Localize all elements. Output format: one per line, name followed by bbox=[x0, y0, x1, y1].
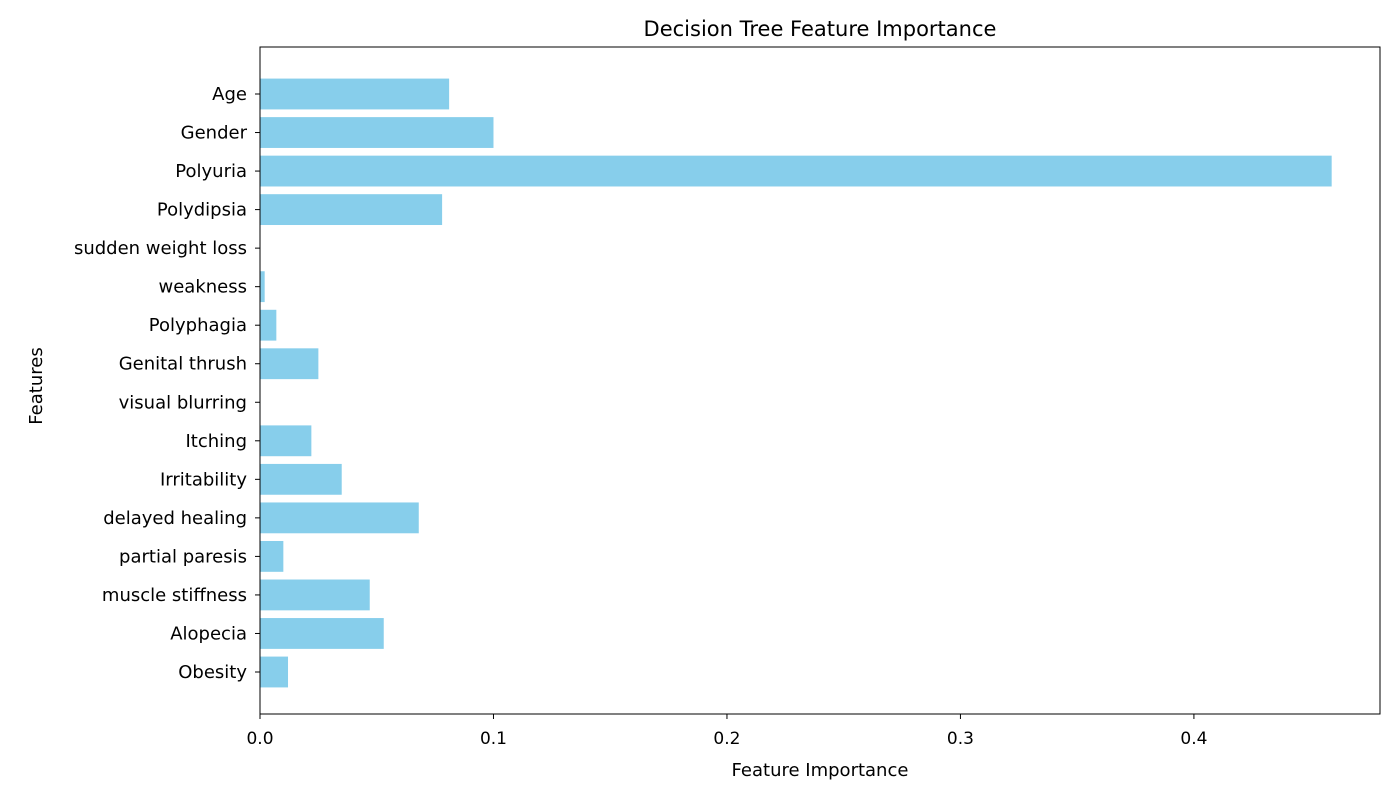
y-tick-label: Gender bbox=[181, 123, 248, 144]
bar bbox=[260, 271, 265, 303]
y-tick-label: visual blurring bbox=[119, 392, 247, 413]
bar bbox=[260, 656, 289, 688]
y-tick-label: Irritability bbox=[160, 469, 247, 490]
y-tick-label: muscle stiffness bbox=[102, 585, 247, 606]
x-tick-label: 0.3 bbox=[947, 729, 974, 749]
x-axis-label: Feature Importance bbox=[732, 760, 909, 781]
x-tick-label: 0.2 bbox=[713, 729, 740, 749]
bar bbox=[260, 309, 277, 341]
y-tick-label: partial paresis bbox=[119, 546, 247, 567]
x-axis-ticks: 0.0 0.1 0.2 0.3 0.4 bbox=[246, 714, 1207, 749]
y-tick-label: Polyphagia bbox=[149, 315, 247, 336]
chart-title: Decision Tree Feature Importance bbox=[644, 17, 997, 41]
y-tick-label: Genital thrush bbox=[119, 354, 247, 375]
y-axis-label: Features bbox=[26, 347, 47, 424]
x-tick-label: 0.1 bbox=[480, 729, 507, 749]
y-tick-label: Age bbox=[212, 84, 247, 105]
y-tick-label: Itching bbox=[185, 431, 247, 452]
y-axis-ticks: Age Gender Polyuria Polydipsia sudden weight… bbox=[74, 84, 260, 683]
bar bbox=[260, 155, 1332, 187]
bar bbox=[260, 194, 443, 226]
y-tick-label: Polydipsia bbox=[157, 200, 247, 221]
x-tick-label: 0.0 bbox=[246, 729, 273, 749]
y-tick-label: Polyuria bbox=[175, 161, 247, 182]
bar bbox=[260, 502, 419, 534]
bar bbox=[260, 579, 370, 611]
bars-group bbox=[260, 78, 1332, 688]
y-tick-label: weakness bbox=[159, 277, 248, 298]
bar bbox=[260, 348, 319, 380]
x-tick-label: 0.4 bbox=[1180, 729, 1207, 749]
y-tick-label: delayed healing bbox=[103, 508, 247, 529]
bar bbox=[260, 78, 450, 110]
bar bbox=[260, 117, 494, 148]
y-tick-label: Obesity bbox=[178, 662, 247, 683]
bar bbox=[260, 463, 342, 495]
bar bbox=[260, 618, 384, 649]
y-tick-label: Alopecia bbox=[170, 623, 247, 644]
plot-frame bbox=[259, 46, 1381, 715]
y-tick-label: sudden weight loss bbox=[74, 238, 247, 259]
bar bbox=[260, 425, 312, 457]
bar bbox=[260, 540, 284, 572]
